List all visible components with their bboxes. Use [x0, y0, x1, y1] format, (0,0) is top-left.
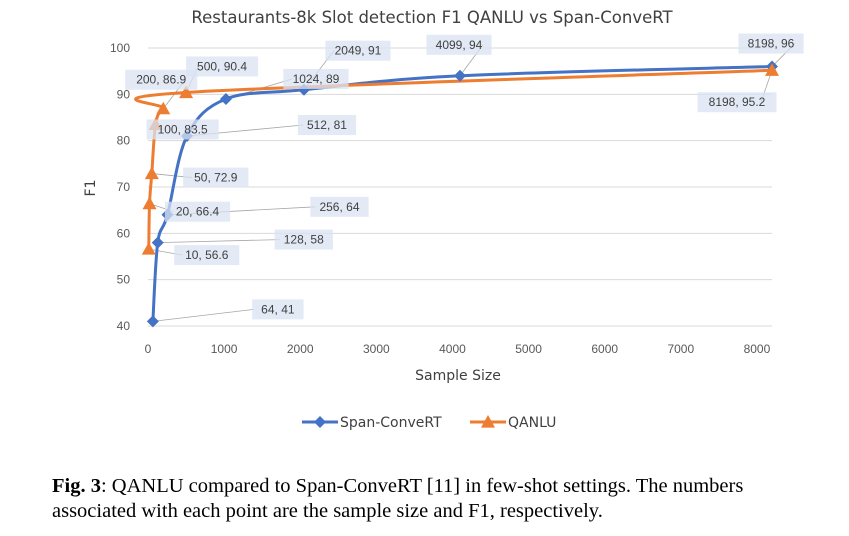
point-marker	[156, 101, 171, 115]
data-label: 100, 83.5	[158, 122, 208, 136]
data-label-box	[146, 119, 219, 140]
leader-line	[157, 239, 280, 243]
x-axis-label: Sample Size	[415, 368, 501, 384]
y-tick-label: 60	[117, 226, 131, 240]
data-label: 20, 66.4	[176, 205, 220, 219]
series-lines	[134, 65, 773, 322]
legend-label: QANLU	[508, 415, 556, 431]
x-tick-label: 3000	[363, 342, 390, 356]
y-tick-label: 80	[117, 134, 131, 148]
x-axis-ticks: 0 1000 2000 3000 4000 5000 6000 7000 8000	[145, 342, 771, 356]
data-label-box	[164, 201, 231, 222]
data-label: 10, 56.6	[185, 248, 229, 262]
series-markers	[141, 60, 779, 328]
x-tick-label: 1000	[211, 342, 238, 356]
data-labels: 64, 41 128, 58 256, 64 512, 81 1024, 89 2049,…	[125, 33, 804, 320]
data-label: 8198, 96	[748, 37, 795, 51]
point-marker	[765, 63, 779, 76]
y-tick-label: 70	[117, 180, 131, 194]
figure-label: Fig. 3	[52, 475, 101, 497]
y-tick-label: 50	[117, 273, 131, 287]
caption-text: : QANLU compared to Span-ConveRT [11] in…	[52, 475, 744, 522]
point-marker	[144, 166, 159, 180]
y-axis-ticks: 40 50 60 70 80 90 100	[110, 41, 130, 333]
data-label-box	[274, 229, 333, 250]
point-marker	[146, 315, 159, 328]
data-label-box	[426, 34, 492, 55]
leader-line	[152, 308, 254, 322]
data-label: 128, 58	[284, 233, 324, 247]
data-label-box	[697, 92, 777, 113]
data-label: 8198, 95.2	[709, 95, 766, 109]
x-tick-label: 5000	[515, 342, 542, 356]
data-label-box	[325, 40, 391, 61]
point-marker	[179, 85, 194, 99]
figure-caption: Fig. 3: QANLU compared to Span-ConveRT […	[52, 474, 832, 524]
point-marker	[151, 236, 164, 249]
y-axis-label: F1	[83, 180, 99, 197]
data-label: 200, 86.9	[136, 73, 186, 87]
point-marker	[141, 242, 156, 255]
data-label-box	[252, 299, 304, 320]
data-label-box	[183, 167, 249, 188]
x-tick-label: 0	[145, 342, 152, 356]
data-label-box	[174, 245, 240, 266]
chart-title: Restaurants-8k Slot detection F1 QANLU v…	[191, 8, 673, 27]
line-chart: Restaurants-8k Slot detection F1 QANLU v…	[83, 8, 804, 431]
point-marker	[142, 196, 157, 210]
data-label-box	[125, 69, 198, 90]
x-tick-label: 2000	[287, 342, 314, 356]
data-label: 256, 64	[319, 200, 359, 214]
data-label: 2049, 91	[335, 44, 382, 58]
data-label: 500, 90.4	[197, 59, 247, 73]
data-label-box	[283, 68, 349, 89]
x-tick-label: 8000	[744, 342, 771, 356]
legend: Span-ConveRT QANLU	[302, 415, 556, 431]
data-label: 4099, 94	[436, 38, 483, 52]
x-tick-label: 7000	[667, 342, 694, 356]
x-tick-label: 6000	[591, 342, 618, 356]
y-tick-label: 40	[117, 319, 131, 333]
data-label: 50, 72.9	[194, 171, 238, 185]
point-marker	[219, 92, 232, 105]
data-label-box	[738, 33, 804, 54]
data-label-box	[297, 115, 357, 136]
legend-marker	[314, 416, 326, 428]
data-label-box	[310, 196, 369, 217]
data-label: 64, 41	[261, 302, 295, 316]
data-label-box	[186, 56, 259, 77]
legend-marker	[481, 415, 495, 428]
point-marker	[454, 69, 466, 82]
y-tick-label: 90	[117, 87, 131, 101]
data-label: 1024, 89	[293, 72, 340, 86]
series-line-span-convert	[151, 65, 773, 322]
legend-label: Span-ConveRT	[340, 415, 442, 431]
data-label: 512, 81	[307, 118, 347, 132]
y-tick-label: 100	[110, 41, 130, 55]
x-tick-label: 4000	[439, 342, 466, 356]
